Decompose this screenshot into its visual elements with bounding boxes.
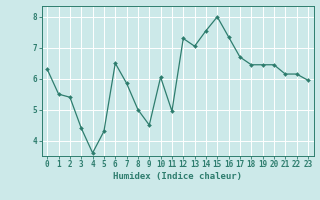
X-axis label: Humidex (Indice chaleur): Humidex (Indice chaleur) bbox=[113, 172, 242, 181]
